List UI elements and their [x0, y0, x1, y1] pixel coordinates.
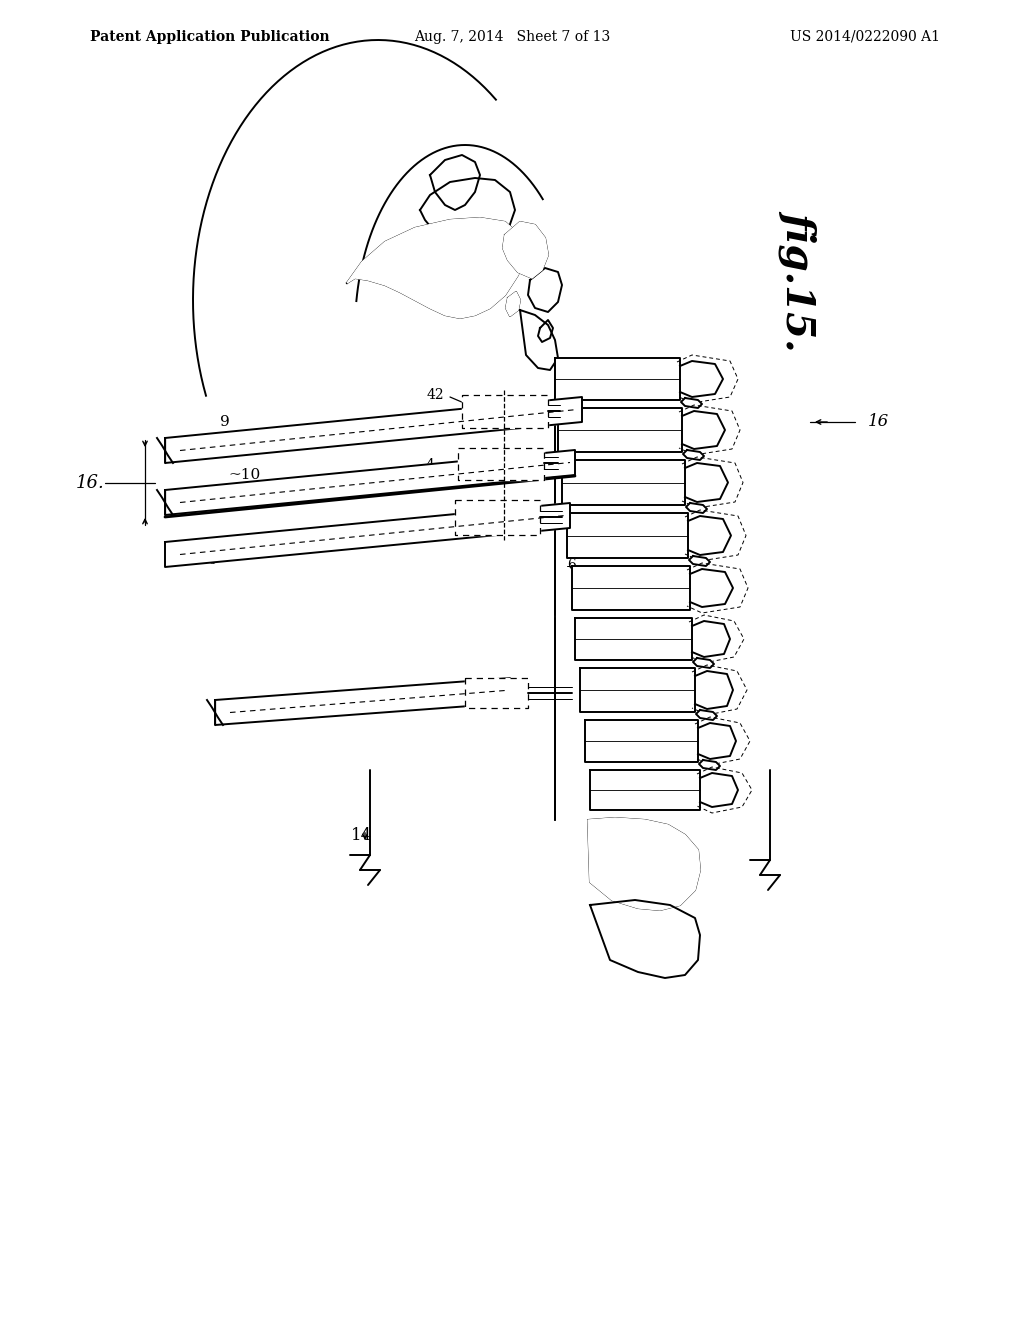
Polygon shape	[585, 719, 698, 762]
Polygon shape	[590, 770, 700, 810]
Polygon shape	[455, 500, 540, 535]
Polygon shape	[347, 218, 525, 318]
Polygon shape	[689, 556, 710, 566]
Polygon shape	[555, 358, 680, 400]
Polygon shape	[680, 360, 723, 397]
Polygon shape	[699, 760, 720, 770]
Polygon shape	[465, 678, 528, 708]
Polygon shape	[685, 463, 728, 502]
Polygon shape	[588, 818, 700, 909]
Text: 6: 6	[565, 407, 574, 420]
Polygon shape	[682, 411, 725, 449]
Text: 42: 42	[431, 682, 449, 697]
Polygon shape	[506, 292, 520, 315]
Polygon shape	[572, 566, 690, 610]
Polygon shape	[696, 710, 717, 719]
Polygon shape	[165, 397, 582, 463]
Polygon shape	[690, 569, 733, 607]
Text: 10: 10	[199, 553, 218, 568]
Polygon shape	[558, 408, 682, 451]
Polygon shape	[688, 516, 731, 554]
Polygon shape	[458, 447, 544, 480]
Polygon shape	[681, 399, 702, 408]
Text: Patent Application Publication: Patent Application Publication	[90, 30, 330, 44]
Polygon shape	[686, 503, 707, 513]
Polygon shape	[562, 459, 685, 506]
Polygon shape	[462, 395, 548, 428]
Text: Aug. 7, 2014   Sheet 7 of 13: Aug. 7, 2014 Sheet 7 of 13	[414, 30, 610, 44]
Polygon shape	[165, 450, 575, 515]
Polygon shape	[695, 671, 733, 709]
Polygon shape	[503, 222, 548, 279]
Text: 42: 42	[426, 388, 443, 403]
Text: 9: 9	[233, 701, 243, 715]
Polygon shape	[567, 513, 688, 558]
Text: 9: 9	[220, 414, 229, 429]
Polygon shape	[575, 618, 692, 660]
Text: 6: 6	[567, 558, 577, 572]
Polygon shape	[683, 450, 705, 459]
Polygon shape	[165, 503, 570, 568]
Polygon shape	[692, 620, 730, 657]
Text: 16.: 16.	[76, 474, 104, 492]
Text: 14: 14	[351, 826, 373, 843]
Text: ~10: ~10	[228, 469, 260, 482]
Text: US 2014/0222090 A1: US 2014/0222090 A1	[790, 30, 940, 44]
Polygon shape	[215, 678, 510, 725]
Polygon shape	[700, 774, 738, 807]
Polygon shape	[693, 657, 714, 668]
Text: 16: 16	[868, 413, 889, 430]
Polygon shape	[580, 668, 695, 711]
Polygon shape	[698, 723, 736, 759]
Text: 4: 4	[426, 458, 434, 473]
Text: fig.15.: fig.15.	[780, 210, 819, 350]
